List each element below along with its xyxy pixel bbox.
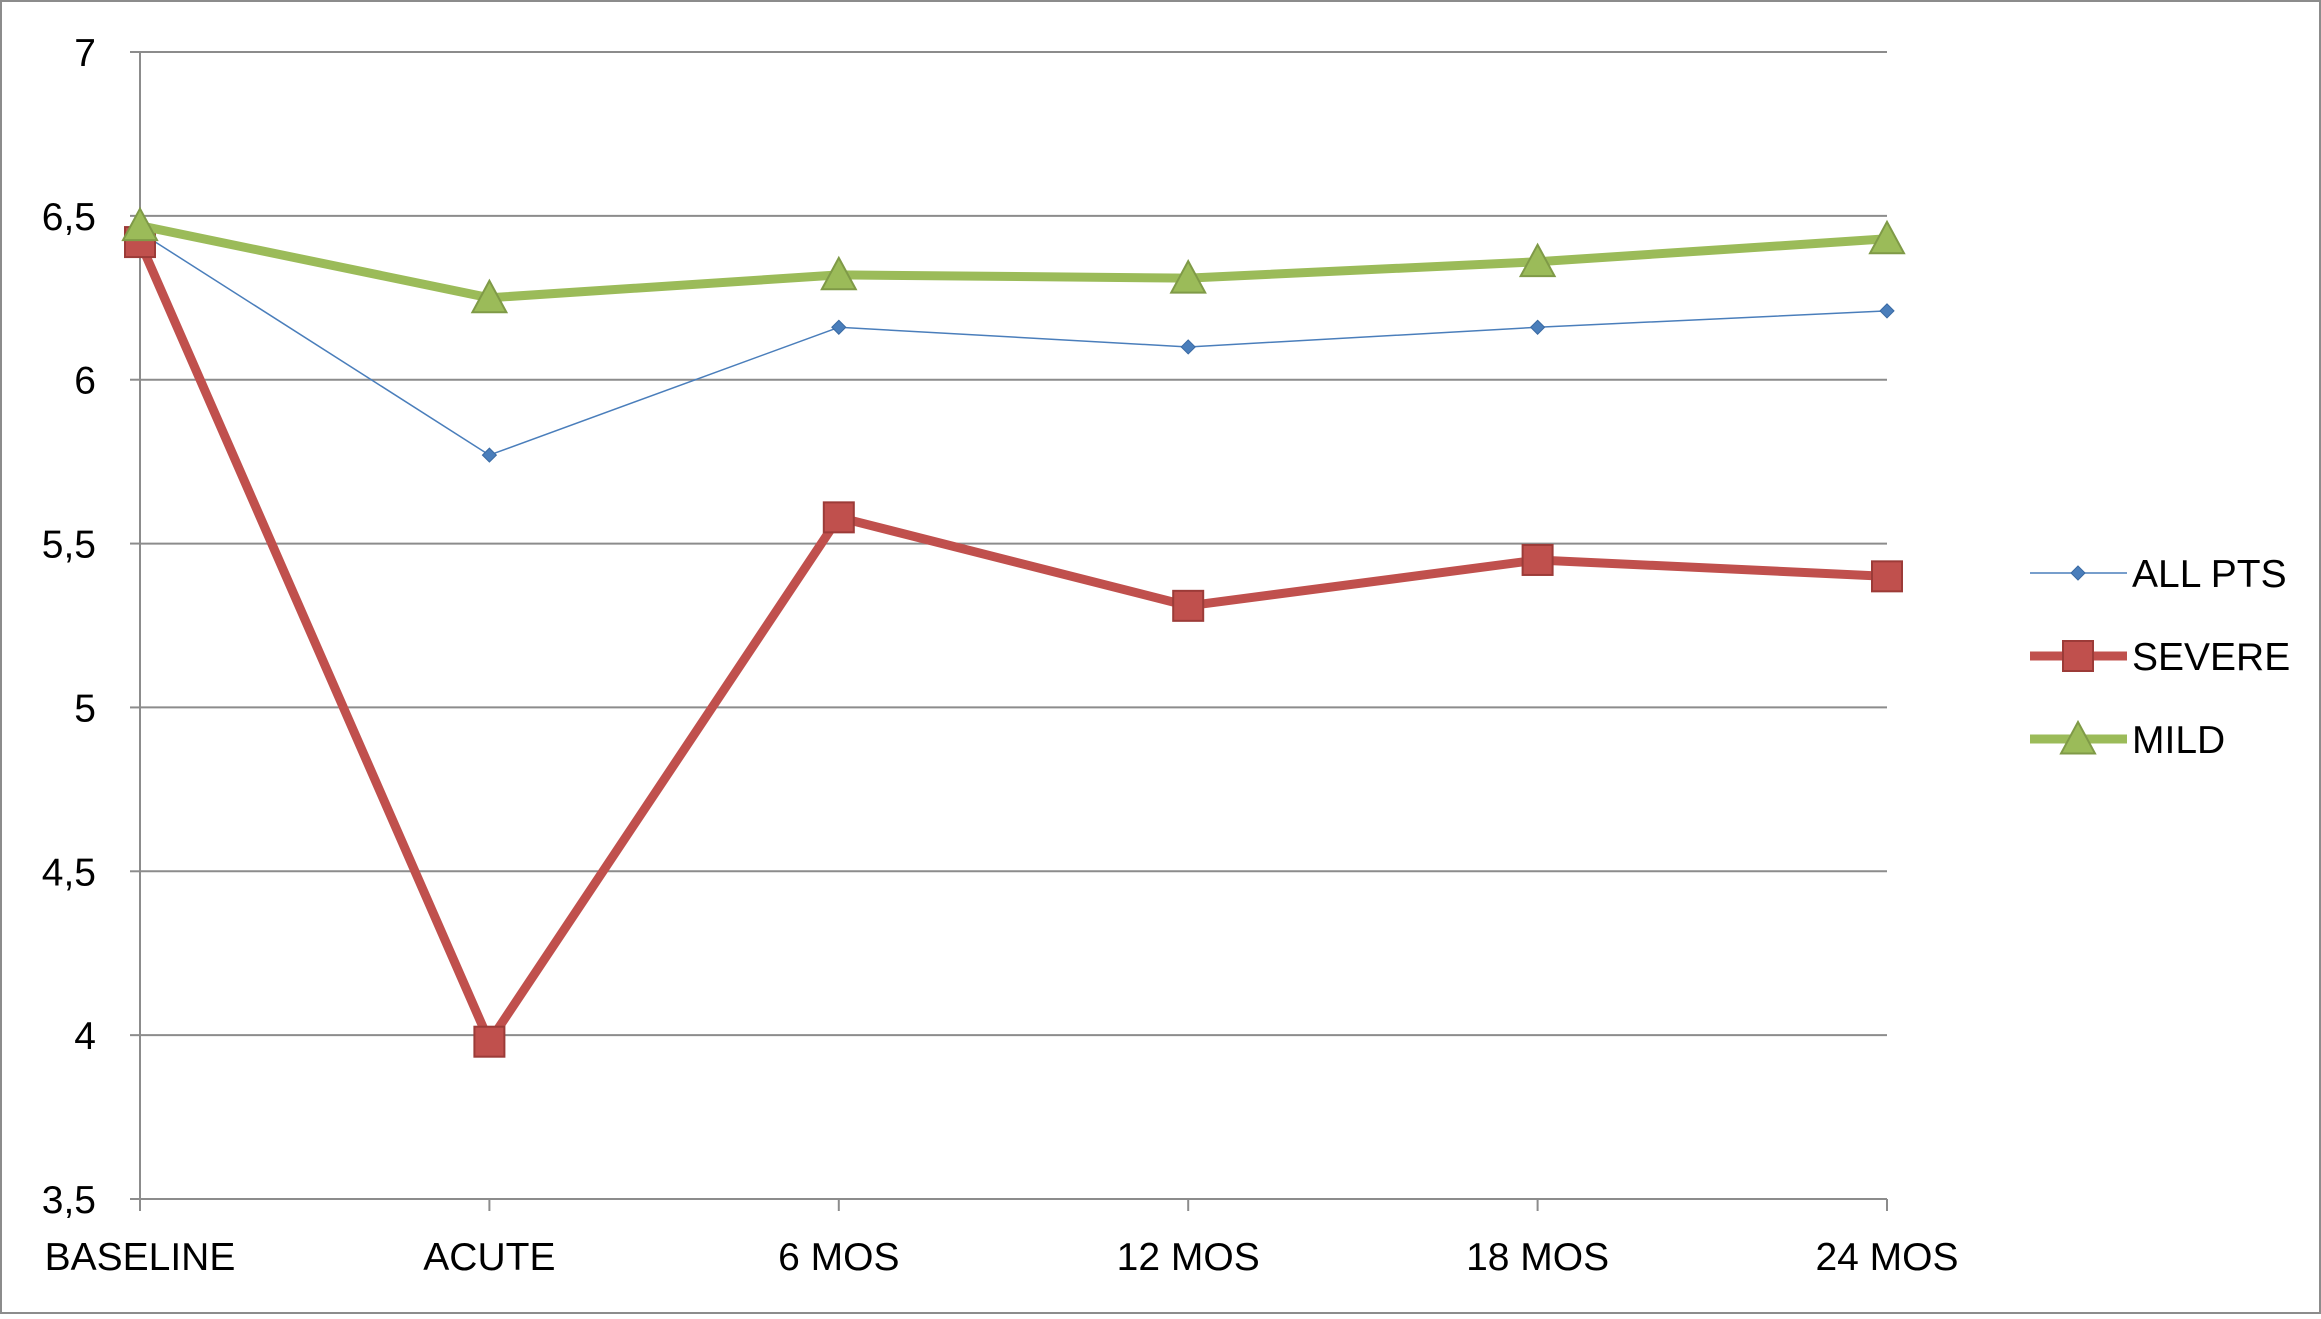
data-point [1529,319,1546,335]
data-point [1169,259,1207,294]
y-tick-label: 5,5 [42,524,96,567]
x-tick-label: 24 MOS [1815,1236,1958,1279]
legend-label: MILD [2132,719,2225,762]
data-point [470,278,509,314]
series [121,206,1906,1058]
data-point [831,319,847,335]
legend-marker [2070,565,2086,581]
legend-marker [2059,719,2097,755]
x-axis-tick-labels: BASELINE ACUTE 6 MOS 12 MOS 18 MOS 24 MOS [45,1236,1959,1279]
series-line [135,240,1888,1047]
y-tick-label: 4,5 [42,851,96,894]
y-tick-label: 4 [74,1015,96,1058]
data-point [121,206,159,242]
legend-entry: MILD [2030,719,2225,762]
y-axis-tick-labels: 3,5 4 4,5 5 5,5 6 6,5 7 [42,32,96,1222]
x-tick-label: 6 MOS [778,1236,899,1279]
data-point [1521,543,1554,576]
x-tick-label: 18 MOS [1466,1236,1609,1279]
data-point [1172,589,1205,622]
data-point [473,1025,506,1058]
data-point [481,447,498,463]
y-tick-label: 7 [74,32,96,75]
legend-entry: ALL PTS [2030,553,2287,596]
y-tick-label: 6,5 [42,196,96,239]
legend: ALL PTS SEVERE MILD [2030,553,2290,762]
series-line [139,221,1888,303]
data-point [1180,339,1196,355]
data-point [1518,242,1557,278]
x-tick-label: 12 MOS [1117,1236,1260,1279]
series-mild [121,206,1906,314]
legend-label: ALL PTS [2132,553,2287,596]
data-point [1871,560,1903,593]
y-tick-label: 5 [74,687,96,730]
legend-marker [2062,640,2094,672]
x-tick-label: BASELINE [45,1236,236,1279]
data-point [1879,303,1895,319]
series-line [139,231,1888,456]
gridlines [140,51,1887,1037]
data-point [1868,219,1906,255]
legend-entry: SEVERE [2030,636,2290,679]
x-tick-label: ACUTE [423,1236,555,1279]
y-tick-label: 6 [74,360,96,403]
data-point [820,255,858,291]
data-point [822,501,855,534]
series-severe [124,226,1903,1058]
y-tick-label: 3,5 [42,1179,96,1222]
legend-label: SEVERE [2132,636,2290,679]
